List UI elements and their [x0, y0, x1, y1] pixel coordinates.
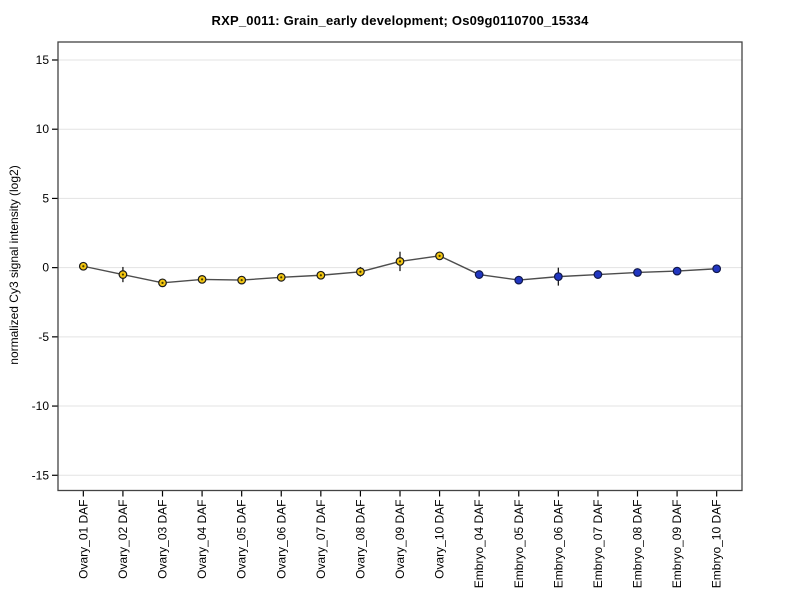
- data-point-center-dot: [200, 278, 204, 281]
- data-point-embryo: [553, 272, 563, 282]
- x-tick-label: Ovary_04 DAF: [195, 500, 209, 579]
- data-point-center-dot: [438, 254, 441, 257]
- data-point-center-dot: [82, 265, 85, 268]
- y-tick-label: 0: [42, 261, 49, 275]
- plot-box: [57, 41, 743, 492]
- data-point-center-dot: [359, 270, 362, 273]
- data-point-embryo: [672, 266, 682, 276]
- x-tick-label: Embryo_05 DAF: [512, 500, 526, 589]
- y-tick-label: 5: [42, 191, 49, 205]
- x-tick-label: Embryo_04 DAF: [472, 499, 486, 588]
- x-tick-label: Ovary_06 DAF: [274, 500, 288, 579]
- x-tick-label: Ovary_02 DAF: [116, 500, 130, 579]
- y-tick-label: -15: [32, 468, 50, 482]
- y-tick-label: 10: [36, 122, 50, 136]
- data-point-center-dot: [398, 260, 402, 263]
- x-tick-label: Embryo_07 DAF: [591, 500, 605, 589]
- data-point-center-dot: [280, 276, 283, 279]
- data-point-center-dot: [240, 278, 243, 282]
- x-tick-label: Embryo_08 DAF: [631, 500, 645, 589]
- x-tick-label: Ovary_10 DAF: [433, 500, 447, 579]
- x-tick-label: Ovary_03 DAF: [156, 500, 170, 579]
- data-point-center-dot: [319, 274, 322, 277]
- x-tick-label: Ovary_01 DAF: [76, 500, 90, 579]
- x-tick-label: Ovary_08 DAF: [353, 500, 367, 579]
- y-tick-label: 15: [36, 53, 50, 67]
- data-point-embryo: [514, 275, 524, 285]
- data-point-embryo: [593, 270, 603, 279]
- x-tick-label: Ovary_09 DAF: [393, 500, 407, 579]
- x-tick-label: Ovary_07 DAF: [314, 500, 328, 579]
- x-tick-label: Ovary_05 DAF: [235, 500, 249, 579]
- data-point-center-dot: [121, 273, 125, 276]
- data-point-embryo: [474, 270, 484, 279]
- chart-title: RXP_0011: Grain_early development; Os09g…: [211, 13, 589, 28]
- y-tick-label: -10: [32, 399, 50, 413]
- data-point-embryo: [633, 268, 642, 277]
- data-point-center-dot: [161, 281, 164, 284]
- x-tick-label: Embryo_09 DAF: [670, 500, 684, 589]
- x-tick-label: Embryo_10 DAF: [710, 500, 724, 589]
- y-tick-label: -5: [38, 330, 49, 344]
- x-tick-label: Embryo_06 DAF: [551, 500, 565, 589]
- data-point-embryo: [712, 264, 722, 274]
